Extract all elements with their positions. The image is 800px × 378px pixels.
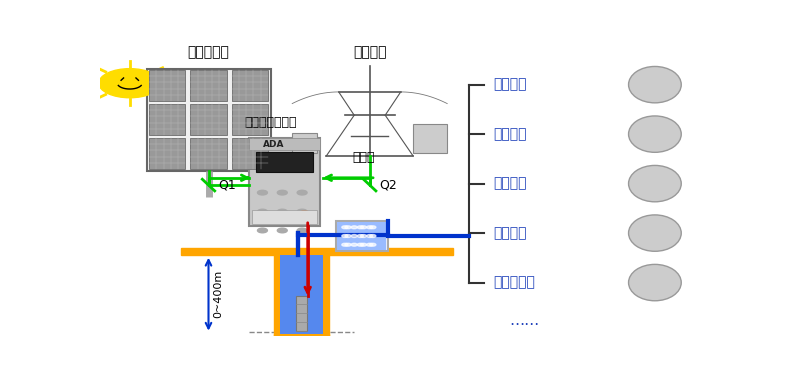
Circle shape [351,226,358,229]
Bar [190,138,226,169]
Circle shape [351,243,358,246]
Bar [190,70,226,101]
Circle shape [370,243,376,246]
Circle shape [297,209,307,214]
Bar [249,138,320,226]
Circle shape [258,190,267,195]
Bar [149,104,186,135]
Text: 0~400m: 0~400m [214,270,223,318]
Bar [252,210,317,225]
Circle shape [366,226,373,229]
Text: 光伏板阵列: 光伏板阵列 [187,46,230,60]
Circle shape [360,226,366,229]
Bar [232,70,268,101]
Bar [274,255,280,336]
Text: 草地畜牧业: 草地畜牧业 [494,276,535,290]
Circle shape [297,190,307,195]
Circle shape [342,234,348,237]
Bar [336,222,388,251]
Circle shape [342,226,348,229]
Circle shape [258,209,267,214]
Ellipse shape [629,67,682,103]
Circle shape [366,243,373,246]
Circle shape [345,226,351,229]
Circle shape [360,234,366,237]
Bar [232,104,268,135]
Bar [338,222,386,250]
Bar [413,124,447,153]
Circle shape [342,243,348,246]
Text: 国家电网: 国家电网 [353,46,386,60]
Circle shape [258,228,267,233]
Circle shape [278,209,287,214]
Bar [256,152,313,172]
Ellipse shape [629,116,682,152]
Circle shape [360,243,366,246]
Circle shape [370,226,376,229]
Text: Q2: Q2 [379,178,397,192]
Circle shape [345,234,351,237]
Bar [149,138,186,169]
Circle shape [300,211,309,215]
Circle shape [297,228,307,233]
Bar [249,138,320,150]
Text: 农业灌溉: 农业灌溉 [494,77,527,91]
Circle shape [358,234,363,237]
Circle shape [278,190,287,195]
Circle shape [358,226,363,229]
Text: Q1: Q1 [218,178,235,192]
Bar [323,255,330,336]
Bar [232,138,268,169]
Circle shape [358,243,363,246]
Circle shape [370,234,376,237]
Text: 沙漠治理: 沙漠治理 [494,127,527,141]
Bar [190,104,226,135]
Ellipse shape [629,166,682,202]
Circle shape [351,234,358,237]
Text: ……: …… [510,313,540,328]
Circle shape [98,69,161,98]
Text: 储水箱: 储水箱 [352,151,374,164]
Bar [146,69,270,170]
Circle shape [345,243,351,246]
Ellipse shape [629,264,682,301]
Circle shape [278,228,287,233]
Bar [181,248,454,255]
Bar [292,133,317,153]
Text: 植树造林: 植树造林 [494,177,527,191]
Text: 光伏水泵逆变器: 光伏水泵逆变器 [244,116,297,129]
Bar [296,296,307,331]
Bar [149,70,186,101]
Text: ADA: ADA [263,140,285,149]
Text: 家庭用水: 家庭用水 [494,226,527,240]
Circle shape [366,234,373,237]
Bar [280,255,323,333]
Bar [274,333,330,336]
Ellipse shape [629,215,682,251]
